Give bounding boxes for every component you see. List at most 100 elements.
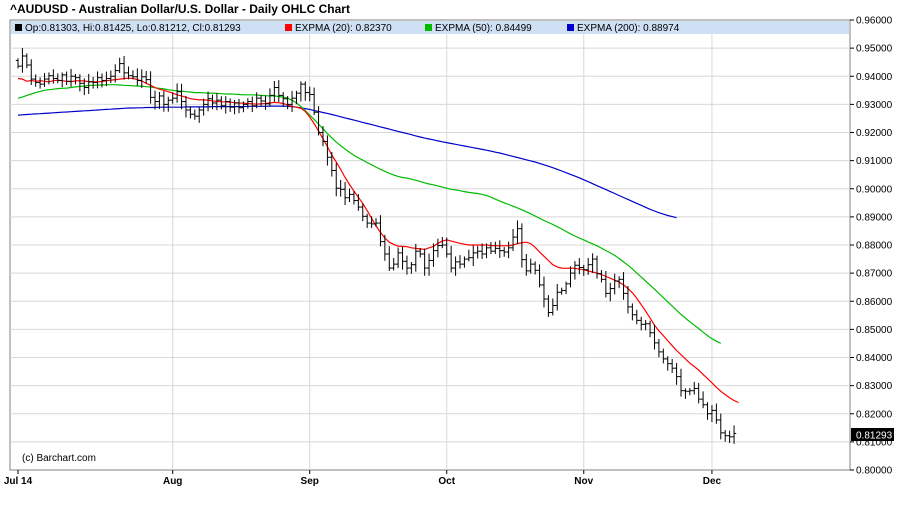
ohlc-bar: [219, 96, 224, 110]
ohlc-bar: [188, 106, 193, 119]
ohlc-bar: [616, 276, 622, 289]
ohlc-bar: [241, 101, 246, 113]
y-tick-label: 0.83000: [856, 381, 893, 392]
y-tick-label: 0.90000: [856, 184, 893, 195]
ohlc-bar: [519, 223, 525, 268]
ohlc-bar: [647, 320, 653, 338]
y-tick-label: 0.82000: [856, 409, 893, 420]
ohlc-bar: [342, 182, 348, 206]
y-tick-label: 0.95000: [856, 44, 893, 55]
ema200-legend-text: EXPMA (200): 0.88974: [577, 23, 680, 34]
ohlc-bar: [316, 106, 321, 136]
last-value-label: 0.81293: [856, 431, 893, 442]
ohlc-bar: [678, 368, 684, 397]
ohlc-bar: [214, 92, 220, 111]
ohlc-bar: [347, 188, 352, 203]
ema50-line: [17, 84, 722, 344]
ohlc-bar: [453, 256, 458, 276]
ohlc-bar: [409, 261, 414, 274]
ema50-legend-swatch: [425, 24, 432, 31]
ohlc-bar: [197, 107, 202, 123]
ohlc-bar: [157, 91, 162, 110]
ohlc-bar: [320, 126, 326, 147]
ohlc-bar: [612, 273, 617, 295]
ohlc-bar: [170, 92, 175, 104]
ohlc-bar: [139, 69, 144, 89]
ohlc-bar: [227, 98, 233, 112]
ohlc-bar: [395, 247, 401, 269]
ohlc-bar: [391, 258, 396, 271]
ohlc-bar: [426, 253, 432, 276]
ohlc-bar: [15, 58, 21, 69]
ohlc-bar: [466, 249, 472, 262]
ohlc-bar: [64, 71, 69, 86]
ohlc-bar: [692, 381, 697, 395]
ohlc-bar: [272, 80, 277, 102]
ohlc-bar: [502, 247, 507, 257]
ohlc-bar: [378, 215, 383, 247]
ohlc-bar: [334, 163, 339, 197]
ohlc-bar: [46, 72, 52, 85]
ohlc-legend-swatch: [15, 24, 22, 31]
x-tick-label: Aug: [163, 476, 182, 487]
ohlc-bar: [723, 430, 728, 442]
ohlc-bar: [117, 57, 122, 74]
ohlc-bar: [550, 298, 556, 316]
ohlc-bar: [630, 303, 635, 321]
x-tick-label: Sep: [301, 476, 319, 487]
ohlc-bar: [639, 316, 644, 331]
y-tick-label: 0.93000: [856, 100, 893, 111]
ohlc-bar: [484, 243, 489, 259]
ohlc-bar: [440, 237, 445, 249]
ohlc-bar: [281, 92, 286, 107]
ohlc-bar: [113, 64, 118, 83]
ohlc-bar: [404, 255, 410, 275]
ohlc-bar: [532, 261, 538, 275]
ohlc-bar: [555, 283, 560, 311]
y-tick-label: 0.87000: [856, 269, 893, 280]
ohlc-bar: [152, 90, 158, 110]
y-tick-label: 0.92000: [856, 128, 893, 139]
ohlc-bar: [559, 287, 564, 295]
ohlc-bar: [488, 242, 494, 255]
ohlc-bar: [479, 243, 485, 259]
ohlc-bar: [338, 179, 343, 197]
ohlc-bar: [471, 245, 476, 266]
y-tick-label: 0.86000: [856, 297, 893, 308]
x-tick-label: Nov: [574, 476, 593, 487]
ohlc-bar: [263, 95, 268, 110]
ohlc-bar: [37, 77, 43, 89]
ohlc-bar: [55, 73, 60, 84]
ohlc-bar: [130, 70, 136, 80]
ohlc-bar: [594, 255, 600, 279]
ohlc-bar: [683, 388, 688, 399]
ohlc-bar: [418, 248, 423, 258]
ohlc-bar: [33, 74, 38, 87]
ohlc-bar: [475, 245, 480, 259]
ohlc-bar: [161, 91, 167, 112]
ohlc-bar: [183, 96, 189, 118]
ohlc-bar: [462, 256, 467, 268]
x-tick-label: Oct: [438, 476, 455, 487]
ohlc-bar: [696, 382, 701, 404]
y-tick-label: 0.84000: [856, 353, 893, 364]
ohlc-bar: [148, 71, 153, 104]
ohlc-bar: [329, 151, 335, 177]
ohlc-bar: [661, 348, 666, 364]
ohlc-bar: [546, 295, 551, 317]
ohlc-bar: [267, 88, 273, 107]
ohlc-bar: [599, 270, 604, 283]
ohlc-bar: [369, 216, 374, 229]
chart-title: ^AUDUSD - Australian Dollar/U.S. Dollar …: [10, 2, 350, 16]
ohlc-bar: [705, 402, 710, 420]
ohlc-bar: [656, 338, 662, 358]
ohlc-bar: [700, 391, 706, 409]
ohlc-bar: [29, 59, 34, 86]
ohlc-bar: [82, 78, 87, 96]
ohlc-bar: [236, 98, 242, 114]
ohlc-bar: [625, 286, 631, 314]
ohlc-bar: [665, 356, 670, 371]
ohlc-bar: [307, 86, 312, 102]
ohlc-bar: [250, 96, 255, 113]
ohlc-bar: [179, 83, 184, 110]
